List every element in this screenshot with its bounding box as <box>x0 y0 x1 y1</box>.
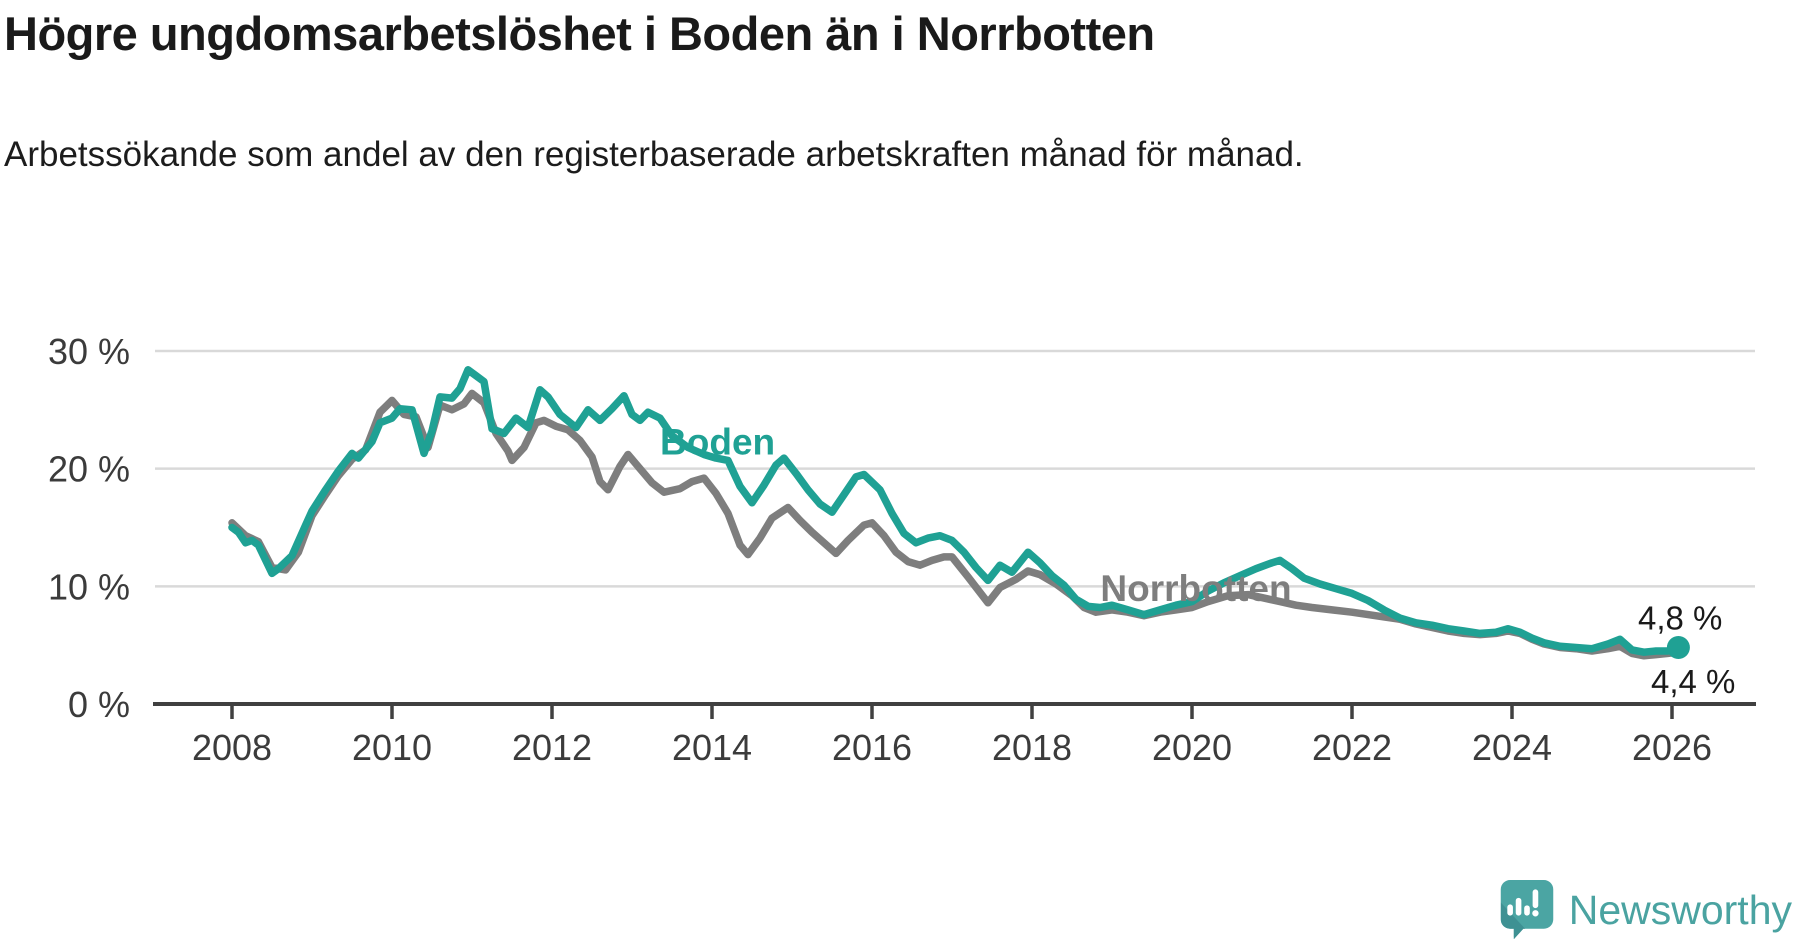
boden-end-dot <box>1666 636 1690 660</box>
x-tick-label-2026: 2026 <box>1632 727 1712 768</box>
boden-line <box>228 366 1683 656</box>
chart-subtitle: Arbetssökande som andel av den registerb… <box>4 135 1304 174</box>
x-tick-label-2020: 2020 <box>1152 727 1232 768</box>
y-tick-label-30: 30 % <box>48 331 130 372</box>
newsworthy-logo-text: Newsworthy <box>1568 886 1792 933</box>
x-tick-label-2012: 2012 <box>512 727 592 768</box>
y-tick-label-0: 0 % <box>68 684 130 725</box>
newsworthy-logo: Newsworthy <box>1497 876 1792 944</box>
norrbotten-series-label: Norrbotten <box>1100 568 1291 609</box>
boden-series-label: Boden <box>660 422 775 463</box>
x-tick-label-2018: 2018 <box>992 727 1072 768</box>
norrbotten-end-value-label: 4,4 % <box>1651 663 1735 700</box>
boden-end-value-label: 4,8 % <box>1638 600 1722 637</box>
x-tick-label-2010: 2010 <box>352 727 432 768</box>
norrbotten-line <box>228 389 1683 660</box>
logo-barchart-exclamation-icon <box>1507 889 1539 917</box>
x-tick-label-2024: 2024 <box>1472 727 1552 768</box>
page-title: Högre ungdomsarbetslöshet i Boden än i N… <box>4 7 1155 60</box>
logo-bubble-tail <box>1513 928 1523 940</box>
x-tick-label-2008: 2008 <box>192 727 272 768</box>
x-tick-label-2016: 2016 <box>832 727 912 768</box>
x-tick-label-2014: 2014 <box>672 727 752 768</box>
y-tick-label-10: 10 % <box>48 566 130 607</box>
newsworthy-logo-icon <box>1500 880 1553 940</box>
x-tick-label-2022: 2022 <box>1312 727 1392 768</box>
y-tick-label-20: 20 % <box>48 449 130 490</box>
